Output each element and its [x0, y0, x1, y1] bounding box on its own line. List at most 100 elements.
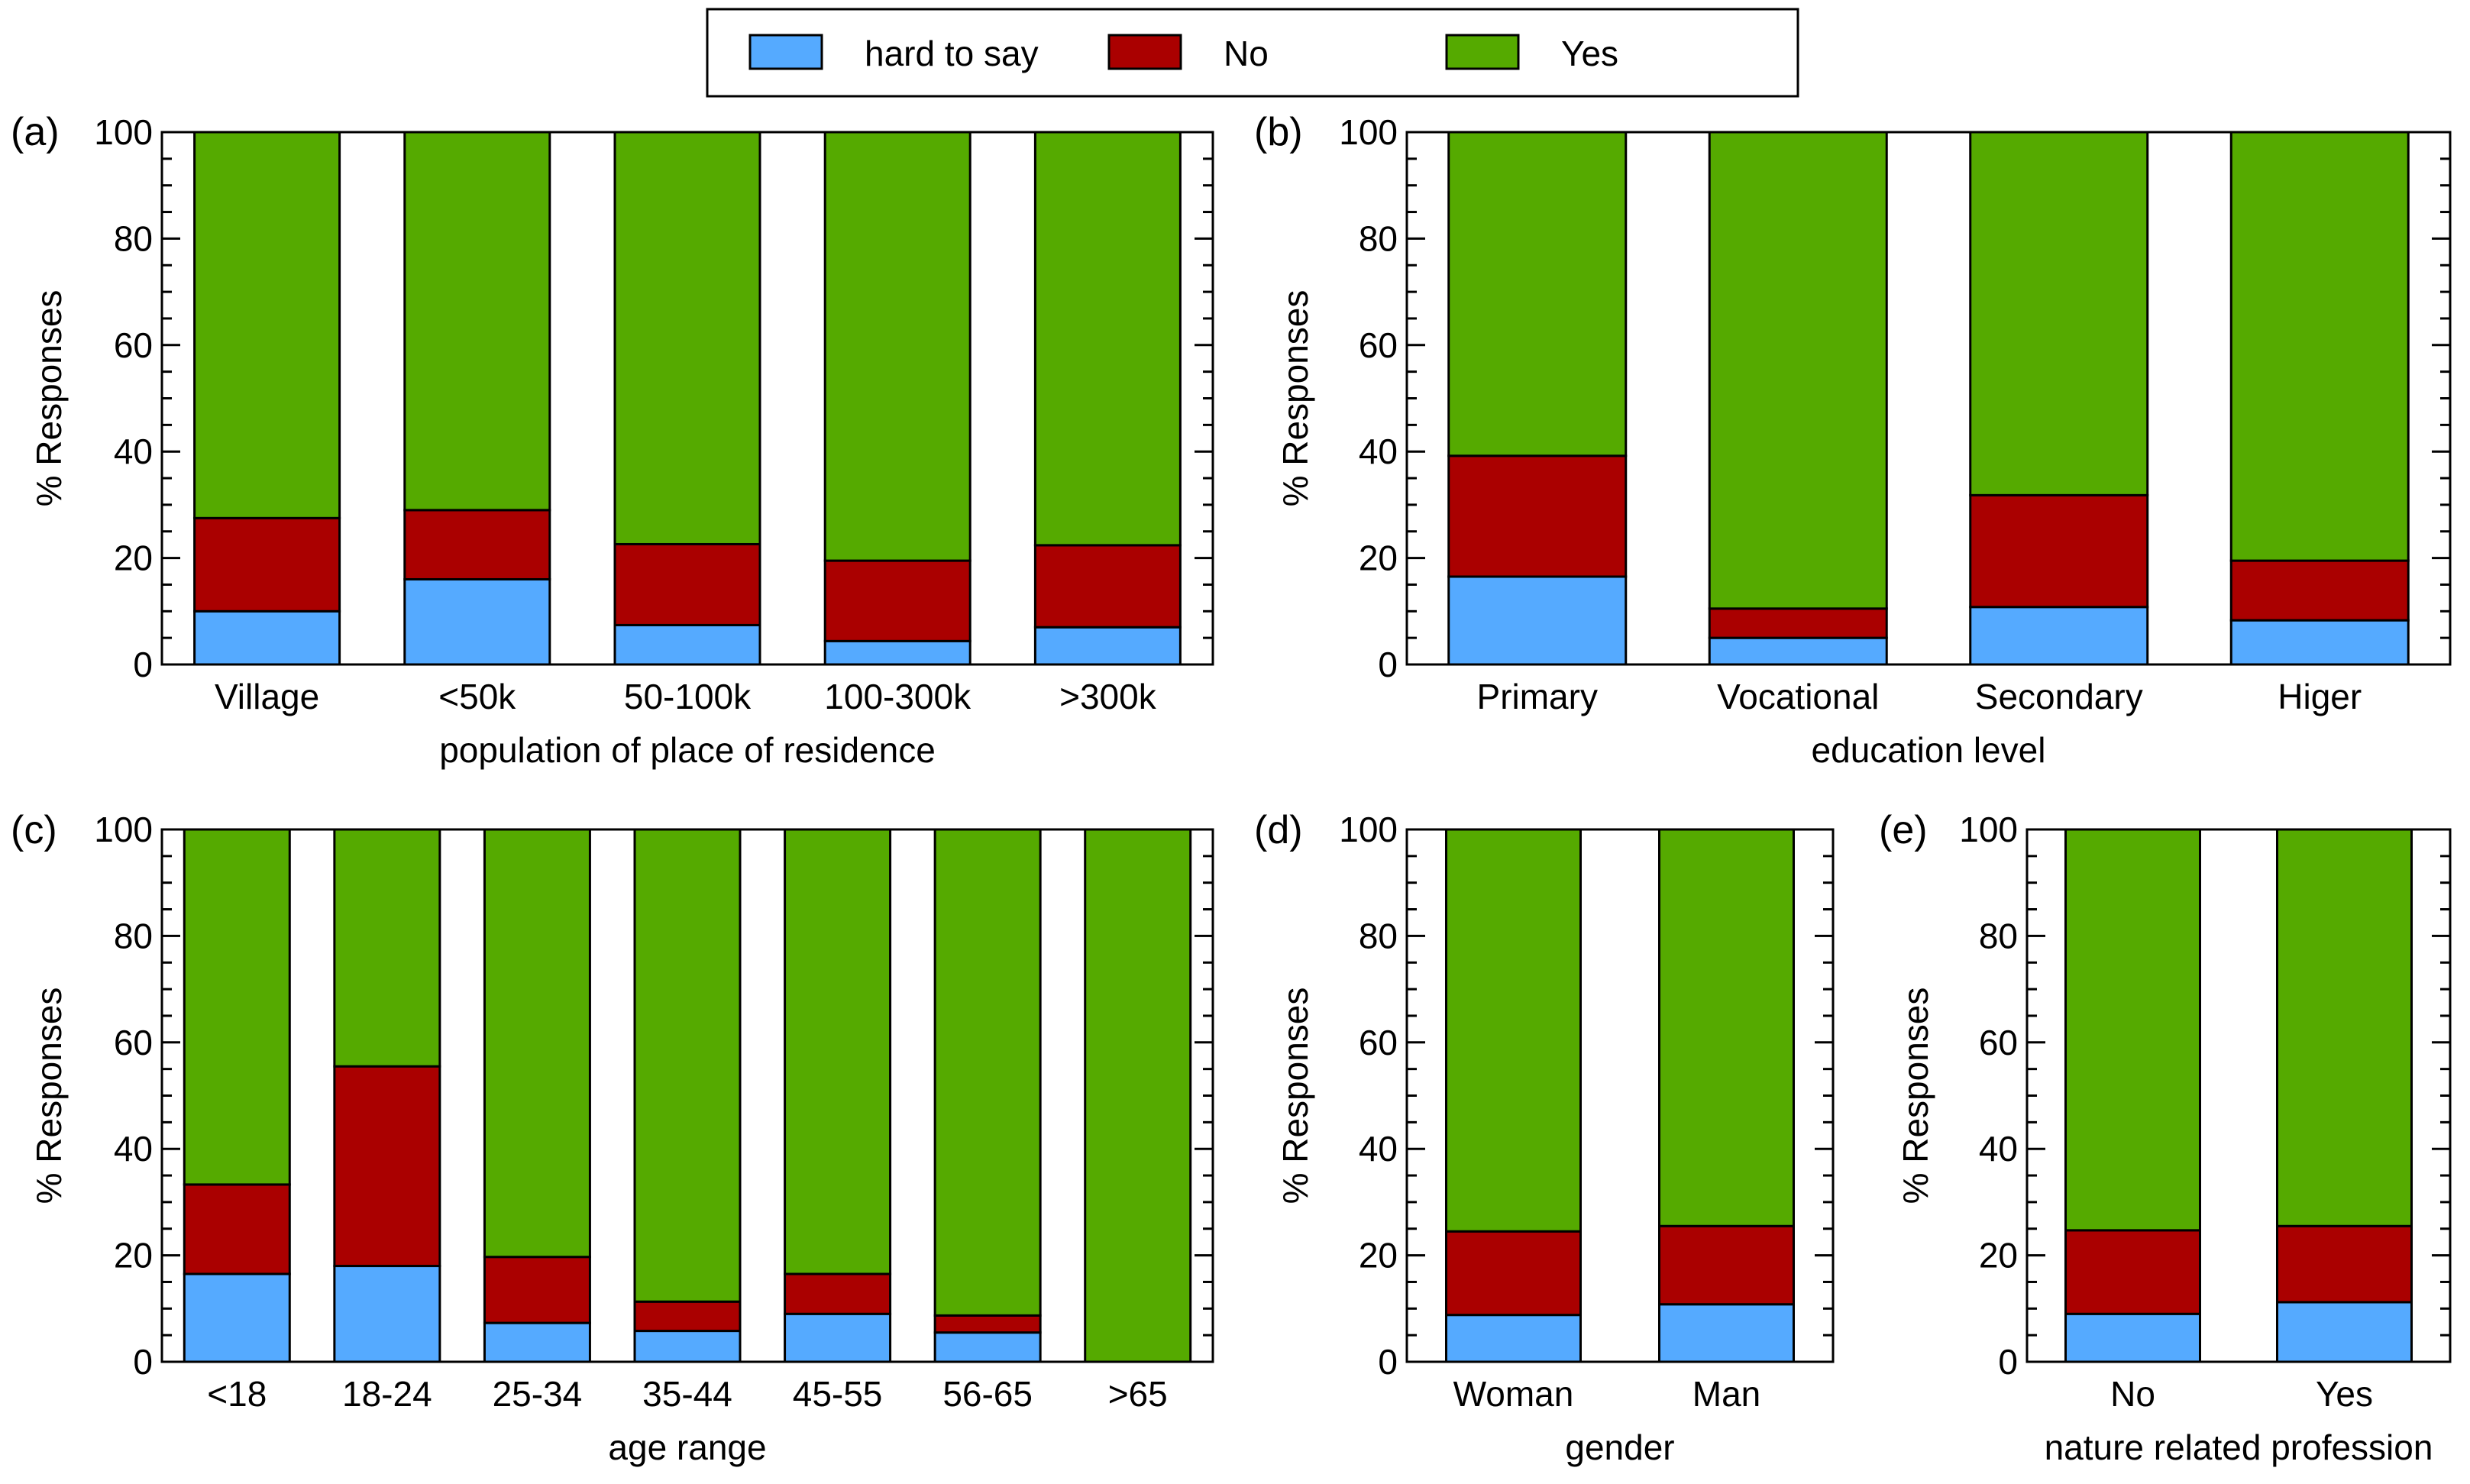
bar-a-hard-1	[403, 577, 551, 666]
x-tick-label: 25-34	[493, 1374, 583, 1414]
bar-c-no-4	[784, 1272, 892, 1315]
bar-b-no-0	[1447, 454, 1628, 578]
y-tick-label: 80	[1359, 916, 1398, 955]
legend-label-yes: Yes	[1561, 34, 1618, 73]
x-tick-label: Village	[215, 677, 319, 716]
bar-e-no-0	[2064, 1229, 2201, 1315]
bar-b-yes-0	[1447, 131, 1628, 457]
legend-label-no: No	[1224, 34, 1269, 73]
y-tick-label: 0	[1378, 645, 1398, 684]
y-tick-label: 80	[114, 916, 153, 955]
bar-d-hard-0	[1445, 1314, 1582, 1363]
x-axis-title: gender	[1565, 1427, 1674, 1467]
panel-tag: (d)	[1254, 808, 1303, 852]
x-tick-label: Higer	[2278, 677, 2362, 716]
panel-tag: (b)	[1254, 110, 1303, 154]
bar-c-no-5	[933, 1314, 1042, 1334]
bar-b-yes-1	[1708, 131, 1888, 610]
bar-a-no-3	[823, 559, 972, 642]
y-tick-label: 40	[114, 432, 153, 471]
x-tick-label: Yes	[2316, 1374, 2373, 1414]
x-tick-label: >65	[1108, 1374, 1168, 1414]
y-tick-label: 0	[1998, 1342, 2018, 1382]
y-tick-label: 40	[1359, 1129, 1398, 1169]
legend: hard to say No Yes	[706, 8, 1799, 98]
bar-c-no-0	[183, 1183, 291, 1275]
y-tick-label: 20	[114, 538, 153, 578]
bar-e-hard-0	[2064, 1312, 2201, 1363]
y-axis-title: % Responses	[29, 290, 69, 507]
legend-label-hard: hard to say	[865, 34, 1039, 73]
bar-c-hard-3	[633, 1330, 742, 1363]
panel-tag: (c)	[11, 808, 57, 852]
bar-c-hard-5	[933, 1331, 1042, 1363]
x-tick-label: 45-55	[793, 1374, 883, 1414]
y-tick-label: 40	[1359, 432, 1398, 471]
bar-c-yes-3	[633, 828, 742, 1303]
bar-a-yes-4	[1033, 131, 1182, 547]
bar-d-yes-1	[1658, 828, 1795, 1227]
x-axis-title: age range	[608, 1427, 766, 1467]
bar-b-hard-2	[1969, 606, 2149, 666]
bar-a-hard-0	[193, 609, 341, 666]
x-tick-label: 50-100k	[624, 677, 752, 716]
x-tick-label: 56-65	[942, 1374, 1033, 1414]
y-tick-label: 60	[1359, 1023, 1398, 1062]
bar-a-yes-3	[823, 131, 972, 562]
y-tick-label: 80	[114, 218, 153, 258]
bar-a-no-2	[613, 542, 761, 626]
x-tick-label: Man	[1692, 1374, 1760, 1414]
x-tick-label: 35-44	[642, 1374, 732, 1414]
bar-d-hard-1	[1658, 1303, 1795, 1363]
x-tick-label: Vocational	[1717, 677, 1879, 716]
y-tick-label: 60	[114, 325, 153, 365]
y-axis-title: % Responses	[29, 988, 69, 1204]
bar-e-no-1	[2276, 1224, 2413, 1304]
x-tick-label: <18	[207, 1374, 267, 1414]
y-tick-label: 100	[1959, 810, 2018, 849]
y-tick-label: 20	[1359, 538, 1398, 578]
bar-b-hard-1	[1708, 636, 1888, 666]
bar-a-yes-1	[403, 131, 551, 512]
x-tick-label: Woman	[1453, 1374, 1574, 1414]
y-tick-label: 20	[1359, 1236, 1398, 1275]
x-tick-label: >300k	[1059, 677, 1157, 716]
x-tick-label: Primary	[1477, 677, 1598, 716]
y-tick-label: 60	[114, 1023, 153, 1062]
bar-c-hard-0	[183, 1272, 291, 1363]
y-tick-label: 60	[1359, 325, 1398, 365]
bar-c-no-3	[633, 1300, 742, 1333]
bar-c-yes-0	[183, 828, 291, 1186]
y-axis-title: % Responses	[1275, 988, 1315, 1204]
bar-b-yes-3	[2229, 131, 2410, 562]
bar-d-no-0	[1445, 1230, 1582, 1317]
bar-b-hard-0	[1447, 575, 1628, 666]
bar-b-no-1	[1708, 607, 1888, 639]
bar-a-no-0	[193, 516, 341, 613]
bar-d-no-1	[1658, 1224, 1795, 1306]
bar-e-yes-0	[2064, 828, 2201, 1232]
legend-frame	[706, 8, 1799, 98]
y-tick-label: 100	[1339, 112, 1398, 152]
bar-e-yes-1	[2276, 828, 2413, 1227]
y-axis-title: % Responses	[1896, 988, 1935, 1204]
y-tick-label: 0	[133, 645, 153, 684]
bar-c-yes-4	[784, 828, 892, 1275]
bar-c-no-1	[333, 1065, 441, 1268]
bar-c-no-2	[483, 1256, 591, 1324]
bar-a-yes-0	[193, 131, 341, 519]
bar-c-yes-1	[333, 828, 441, 1068]
panel-tag: (a)	[11, 110, 60, 154]
y-tick-label: 20	[1979, 1236, 2018, 1275]
y-tick-label: 40	[114, 1129, 153, 1169]
bar-b-no-2	[1969, 493, 2149, 609]
x-tick-label: 18-24	[342, 1374, 432, 1414]
x-tick-label: 100-300k	[824, 677, 972, 716]
y-tick-label: 40	[1979, 1129, 2018, 1169]
panel-d: Woman Man 0 20 40 60 80 100 % Responses gender (d)	[1254, 808, 1835, 1467]
y-tick-label: 0	[133, 1342, 153, 1382]
y-tick-label: 80	[1979, 916, 2018, 955]
y-tick-label: 100	[94, 112, 153, 152]
x-axis-title: population of place of residence	[439, 730, 936, 770]
